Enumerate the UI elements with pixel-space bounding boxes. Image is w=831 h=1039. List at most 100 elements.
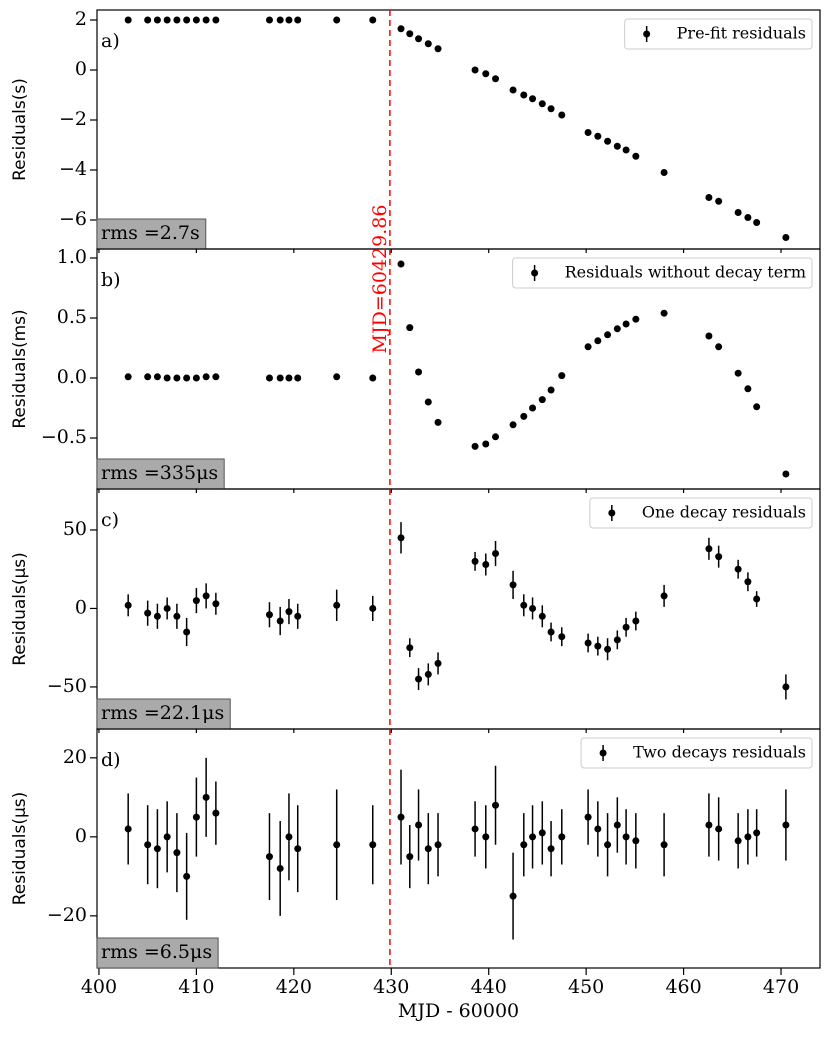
- data-point: [482, 561, 490, 569]
- data-point: [406, 30, 414, 38]
- y-tick-label: 0: [75, 58, 87, 80]
- data-point: [294, 374, 302, 382]
- data-point: [520, 841, 528, 849]
- y-axis-label: Residuals(s): [10, 78, 30, 181]
- data-point: [183, 872, 191, 880]
- data-point: [604, 645, 612, 653]
- legend-marker: [531, 269, 539, 277]
- legend-label: Two decays residuals: [633, 743, 806, 762]
- data-point: [276, 864, 284, 872]
- data-point: [547, 105, 555, 113]
- legend-box: [580, 737, 813, 769]
- y-tick-label: 20: [63, 746, 87, 768]
- legend: Residuals without decay term: [512, 257, 813, 289]
- data-point: [285, 374, 293, 382]
- data-point: [660, 309, 668, 317]
- data-point: [276, 617, 284, 625]
- data-point: [415, 821, 423, 829]
- y-tick-label: −4: [59, 158, 87, 180]
- data-point: [434, 45, 442, 53]
- data-point: [632, 617, 640, 625]
- data-point: [622, 623, 630, 631]
- data-point: [547, 628, 555, 636]
- data-point: [434, 659, 442, 667]
- data-point: [124, 601, 132, 609]
- data-point: [529, 404, 537, 412]
- y-tick-label: 0.0: [57, 366, 87, 388]
- data-point: [397, 25, 405, 33]
- data-point: [782, 470, 790, 478]
- data-point: [782, 234, 790, 241]
- data-point: [529, 833, 537, 841]
- data-point: [584, 129, 592, 136]
- data-point: [705, 194, 713, 201]
- data-point: [613, 142, 621, 150]
- data-point: [285, 833, 293, 841]
- y-tick-label: −0.5: [41, 426, 87, 448]
- data-point: [715, 197, 723, 205]
- data-point: [285, 608, 293, 616]
- glitch-annotation: MJD=60429.86: [369, 205, 391, 354]
- x-tick-label: 430: [373, 976, 409, 998]
- data-point: [276, 16, 284, 24]
- y-tick-label: 0: [75, 596, 87, 618]
- data-point: [471, 557, 479, 565]
- data-point: [192, 597, 200, 605]
- data-point: [294, 612, 302, 620]
- panel-label: c): [101, 509, 119, 531]
- legend-box: [624, 18, 813, 50]
- data-point: [124, 16, 132, 24]
- data-point: [622, 833, 630, 841]
- data-point: [173, 849, 181, 857]
- legend-marker: [608, 509, 616, 517]
- data-point: [153, 16, 161, 24]
- data-point: [538, 100, 546, 108]
- data-point: [173, 374, 181, 382]
- data-point: [212, 373, 220, 381]
- data-point: [538, 829, 546, 837]
- panel-label: a): [101, 30, 120, 52]
- data-point: [715, 553, 723, 561]
- data-point: [744, 214, 752, 221]
- data-point: [660, 169, 668, 176]
- data-point: [604, 137, 612, 145]
- rms-text: rms =2.7s: [101, 222, 200, 244]
- data-point: [744, 385, 752, 393]
- data-point: [333, 16, 341, 24]
- data-point: [632, 315, 640, 323]
- data-point: [482, 70, 490, 78]
- data-point: [202, 592, 210, 600]
- data-point: [424, 670, 432, 678]
- legend: Pre-fit residuals: [624, 18, 813, 50]
- data-point: [144, 609, 152, 617]
- legend-box: [589, 497, 813, 529]
- data-point: [285, 16, 293, 24]
- x-tick-label: 470: [763, 976, 799, 998]
- data-point: [424, 40, 432, 48]
- data-point: [202, 373, 210, 381]
- data-point: [183, 374, 191, 382]
- data-point: [173, 16, 181, 24]
- data-point: [397, 813, 405, 821]
- data-point: [604, 841, 612, 849]
- data-point: [547, 386, 555, 394]
- y-tick-label: −50: [47, 675, 87, 697]
- panel: 50 0 −50 Residuals(μs) c) rms =22.1μs One deca…: [10, 488, 821, 733]
- data-point: [144, 16, 152, 24]
- data-point: [333, 373, 341, 381]
- panel-label: d): [101, 749, 121, 771]
- legend-box: [512, 257, 813, 289]
- data-point: [294, 845, 302, 853]
- panel-label: b): [101, 269, 121, 291]
- y-tick-label: 50: [63, 518, 87, 540]
- data-point: [613, 636, 621, 644]
- data-point: [434, 841, 442, 849]
- rms-box: [96, 937, 219, 969]
- data-point: [183, 628, 191, 636]
- data-point: [622, 146, 630, 154]
- y-axis-label: Residuals(μs): [10, 552, 30, 666]
- y-tick-label: −20: [47, 904, 87, 926]
- y-tick-label: 1.0: [57, 246, 87, 268]
- data-point: [144, 841, 152, 849]
- panel: 20 0 −20 400 410 420 430 440 450 460 470 Residuals(…: [10, 728, 821, 1022]
